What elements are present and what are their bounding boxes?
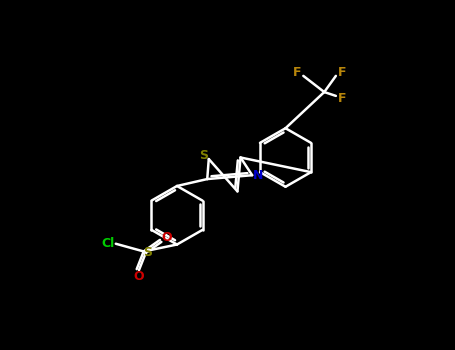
Text: Cl: Cl [101,237,115,250]
Text: F: F [338,66,346,79]
Text: N: N [253,169,263,182]
Text: O: O [162,231,172,244]
Text: F: F [293,66,301,79]
Text: O: O [133,270,144,282]
Text: S: S [200,149,209,162]
Text: F: F [338,92,346,105]
Text: S: S [143,246,152,259]
